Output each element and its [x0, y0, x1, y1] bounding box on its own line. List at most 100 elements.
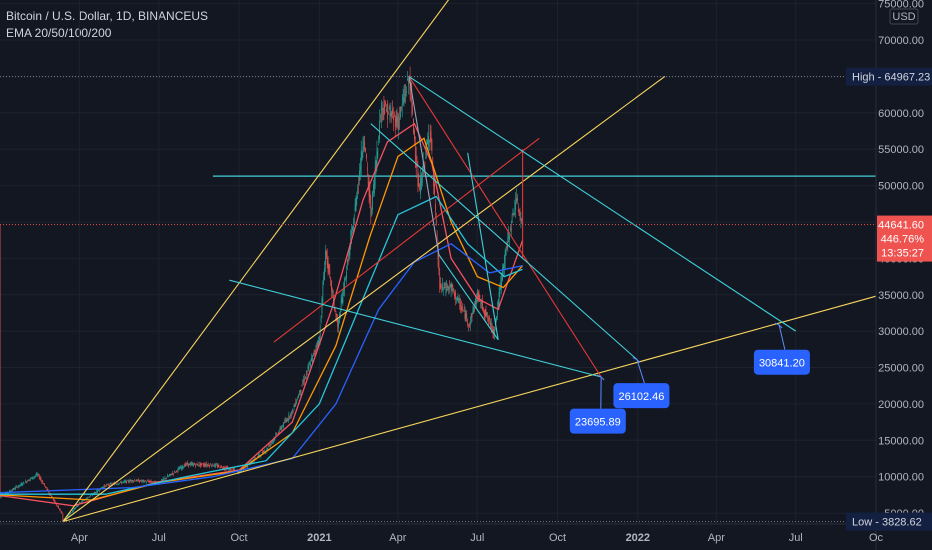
candle-body	[220, 465, 222, 469]
candle-body	[442, 287, 444, 290]
target-arrow	[774, 322, 783, 329]
candle-body	[356, 197, 358, 200]
candle-body	[216, 464, 217, 466]
candle-body	[17, 486, 18, 488]
candle-body	[261, 452, 263, 453]
trend-line	[370, 123, 638, 360]
candle-body	[38, 474, 39, 475]
trend-line	[62, 295, 877, 523]
candle-body	[229, 468, 230, 471]
candle-body	[298, 393, 300, 395]
y-tick-label: 30000.00	[878, 326, 924, 338]
candle-body	[394, 117, 396, 128]
candle-body	[382, 108, 384, 110]
candle-body	[19, 485, 21, 486]
trend-line	[408, 76, 797, 332]
candle-body	[11, 489, 13, 492]
candlesticks	[0, 66, 523, 523]
current-price-label: 44641.60	[878, 220, 924, 232]
candle-body	[421, 172, 423, 183]
candle-body	[276, 433, 277, 435]
candle-body	[368, 180, 370, 196]
x-tick-label: 2022	[626, 532, 650, 544]
candle-body	[22, 484, 24, 486]
candle-body	[317, 340, 318, 348]
candle-body	[419, 187, 421, 191]
candle-body	[329, 269, 331, 275]
candle-body	[161, 479, 163, 481]
candle-body	[155, 481, 157, 482]
symbol-title[interactable]: Bitcoin / U.S. Dollar, 1D, BINANCEUS	[6, 9, 209, 23]
current-price-box	[877, 215, 932, 262]
candle-body	[493, 329, 495, 335]
candle-body	[476, 299, 477, 304]
candle-body	[349, 244, 351, 256]
candle-body	[163, 478, 165, 480]
candle-body	[230, 468, 232, 470]
candle-body	[421, 173, 422, 190]
current-change-label: 446.76%	[881, 234, 925, 246]
candle-body	[10, 490, 12, 492]
indicator-title[interactable]: EMA 20/50/100/200	[6, 26, 112, 40]
candle-body	[263, 451, 264, 454]
candle-body	[267, 448, 269, 450]
candle-body	[95, 492, 97, 494]
candle-body	[134, 480, 136, 482]
candle-body	[418, 183, 420, 187]
candle-body	[31, 477, 32, 479]
candle-body	[447, 285, 448, 289]
candle-body	[412, 108, 414, 114]
candle-body	[179, 468, 181, 470]
candle-body	[145, 480, 147, 482]
candle-body	[208, 464, 209, 467]
candle-body	[286, 419, 288, 421]
candle-body	[381, 103, 383, 111]
candle-body	[51, 495, 52, 498]
candle-body	[130, 480, 132, 482]
target-label: 26102.46	[618, 391, 664, 403]
candle-body	[233, 469, 235, 471]
target-label: 23695.89	[575, 417, 621, 429]
candle-body	[513, 213, 515, 215]
trend-line	[408, 76, 602, 378]
candle-body	[283, 422, 284, 427]
candle-body	[503, 264, 504, 270]
candle-body	[174, 471, 175, 472]
candle-body	[206, 463, 208, 466]
candle-body	[366, 167, 368, 171]
candle-body	[56, 504, 58, 506]
candle-body	[422, 161, 424, 169]
candle-body	[32, 477, 34, 479]
ema-line	[0, 195, 523, 495]
candle-body	[428, 135, 429, 147]
candle-body	[359, 170, 360, 181]
candle-body	[116, 484, 118, 485]
candle-body	[376, 150, 378, 165]
candle-body	[29, 479, 31, 481]
candle-body	[380, 106, 382, 123]
candle-body	[262, 451, 263, 454]
trend-line	[62, 0, 450, 522]
candle-body	[67, 516, 69, 517]
candle-body	[80, 502, 82, 503]
candle-body	[414, 130, 415, 140]
candle-body	[30, 478, 31, 480]
candle-body	[31, 476, 33, 480]
candle-body	[362, 146, 364, 150]
candle-body	[177, 468, 179, 471]
candle-body	[315, 348, 317, 350]
candle-body	[258, 453, 260, 457]
candle-body	[221, 466, 222, 467]
target-arrow	[596, 374, 605, 381]
candle-body	[379, 120, 380, 140]
ema-line	[0, 243, 523, 494]
candle-body	[264, 451, 265, 452]
candle-body	[200, 463, 202, 466]
candle-body	[38, 476, 40, 479]
candle-body	[58, 506, 59, 509]
candle-body	[424, 162, 426, 164]
candle-body	[170, 474, 172, 475]
candle-body	[214, 464, 215, 467]
candle-body	[462, 310, 464, 311]
